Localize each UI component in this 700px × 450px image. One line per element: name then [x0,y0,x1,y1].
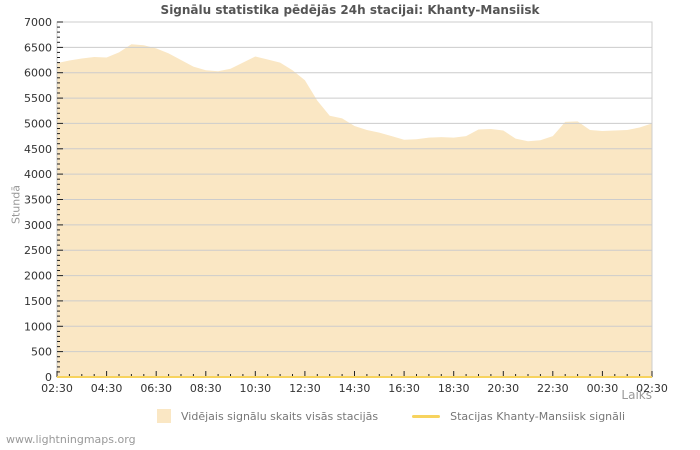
x-tick-label: 04:30 [91,382,123,395]
x-tick-label: 08:30 [190,382,222,395]
y-tick-label: 3500 [24,194,52,207]
y-tick-label: 4000 [24,168,52,181]
line-swatch-icon [412,414,441,418]
area-series [57,44,652,378]
legend: Vidējais signālu skaits visās stacijās S… [157,409,625,423]
x-tick-label: 22:30 [537,382,569,395]
x-tick-label: 02:30 [636,382,668,395]
legend-label-station: Stacijas Khanty-Mansiisk signāli [450,409,626,423]
y-tick-label: 2500 [24,244,52,257]
y-tick-label: 5000 [24,117,52,130]
chart-title: Signālu statistika pēdējās 24h stacijai:… [160,3,540,17]
y-tick-label: 1000 [24,320,52,333]
chart-plot-area: 0 500 1000 1500 2000 2500 3000 3500 4000 4500 5000… [24,16,668,395]
area-swatch-icon [157,409,171,423]
x-tick-label: 12:30 [289,382,321,395]
x-tick-label: 02:30 [41,382,73,395]
y-axis-label: Stundā [9,185,23,224]
y-tick-label: 1500 [24,295,52,308]
x-tick-label: 14:30 [339,382,371,395]
y-tick-label: 5500 [24,92,52,105]
x-tick-label: 20:30 [487,382,519,395]
x-axis-label: Laiks [621,388,652,402]
y-tick-label: 2000 [24,270,52,283]
x-tick-label: 00:30 [587,382,619,395]
legend-label-average: Vidējais signālu skaits visās stacijās [181,409,379,423]
y-tick-label: 0 [45,371,52,384]
y-tick-label: 3000 [24,219,52,232]
legend-item-station: Stacijas Khanty-Mansiisk signāli [412,410,625,423]
legend-item-average: Vidējais signālu skaits visās stacijās [157,409,378,423]
x-tick-label: 16:30 [388,382,420,395]
x-tick-label: 10:30 [239,382,271,395]
y-tick-label: 500 [31,346,52,359]
y-tick-label: 6500 [24,41,52,54]
y-tick-label: 4500 [24,143,52,156]
y-tick-label: 7000 [24,16,52,29]
x-tick-label: 18:30 [438,382,470,395]
x-tick-label: 06:30 [140,382,172,395]
y-tick-label: 6000 [24,67,52,80]
watermark: www.lightningmaps.org [6,433,136,446]
